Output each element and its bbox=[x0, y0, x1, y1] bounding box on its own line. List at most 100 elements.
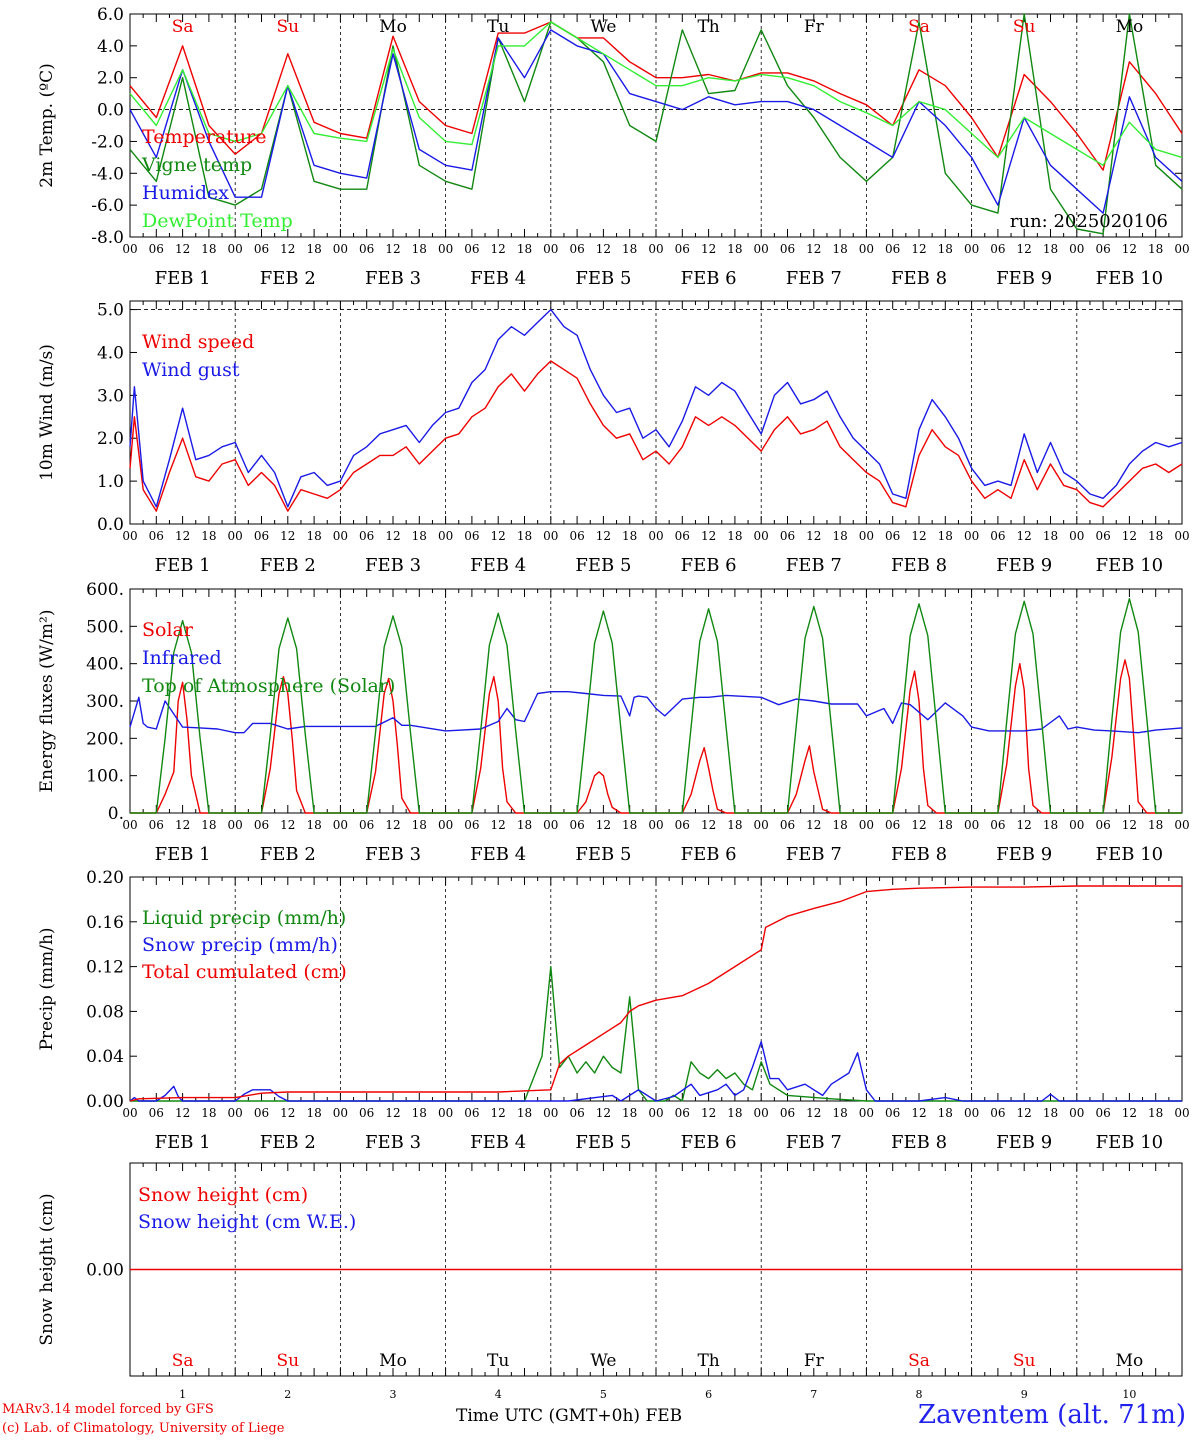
x-date-label: FEB 9 bbox=[996, 268, 1052, 289]
x-hour-label: 06 bbox=[464, 242, 479, 256]
x-date-label: FEB 3 bbox=[365, 1132, 421, 1153]
x-date-label: FEB 10 bbox=[1096, 1132, 1163, 1153]
x-hour-label: 12 bbox=[385, 818, 400, 832]
x-date-label: FEB 7 bbox=[786, 844, 842, 865]
x-hour-label: 00 bbox=[754, 529, 769, 543]
series-line-temperature bbox=[129, 21, 1183, 171]
x-hour-label: 00 bbox=[754, 242, 769, 256]
x-hour-label: 00 bbox=[228, 818, 243, 832]
x-hour-label: 06 bbox=[1095, 529, 1110, 543]
x-hour-label: 00 bbox=[859, 1106, 874, 1120]
x-hour-label: 18 bbox=[938, 818, 953, 832]
day-number-label: 10 bbox=[1122, 1388, 1136, 1401]
x-hour-label: 12 bbox=[175, 242, 190, 256]
x-hour-label: 18 bbox=[1043, 818, 1058, 832]
x-hour-label: 12 bbox=[1122, 818, 1137, 832]
x-hour-label: 06 bbox=[464, 529, 479, 543]
x-hour-label: 06 bbox=[990, 242, 1005, 256]
x-hour-label: 00 bbox=[333, 818, 348, 832]
x-hour-label: 00 bbox=[1069, 242, 1084, 256]
x-hour-label: 00 bbox=[122, 818, 137, 832]
day-name-label: Sa bbox=[908, 1351, 930, 1371]
x-hour-label: 06 bbox=[1095, 1106, 1110, 1120]
y-tick-label: 300. bbox=[86, 692, 124, 712]
legend-entry: Wind gust bbox=[142, 359, 240, 381]
x-hour-label: 18 bbox=[1148, 529, 1163, 543]
x-hour-label: 18 bbox=[622, 818, 637, 832]
panel-4: 0.00 0.04 0.08 0.12 0.16 0.20 Precip (mm/h) 00 0… bbox=[37, 868, 1190, 1153]
x-hour-label: 06 bbox=[885, 242, 900, 256]
day-number-label: 5 bbox=[600, 1388, 607, 1401]
y-tick-label: 2.0 bbox=[97, 429, 124, 449]
x-hour-label: 18 bbox=[832, 242, 847, 256]
x-hour-label: 12 bbox=[1017, 818, 1032, 832]
day-name-label: Sa bbox=[172, 1351, 194, 1371]
x-hour-label: 12 bbox=[280, 242, 295, 256]
x-hour-label: 00 bbox=[964, 1106, 979, 1120]
x-hour-label: 18 bbox=[727, 529, 742, 543]
day-name-label: We bbox=[590, 1351, 616, 1371]
day-name-label: Su bbox=[276, 1351, 299, 1371]
x-hour-label: 00 bbox=[754, 1106, 769, 1120]
x-hour-label: 00 bbox=[228, 529, 243, 543]
y-tick-label: 3.0 bbox=[97, 386, 124, 406]
x-hour-label: 00 bbox=[648, 242, 663, 256]
x-hour-label: 18 bbox=[1043, 529, 1058, 543]
day-name-label: Sa bbox=[172, 17, 194, 37]
x-date-label: FEB 10 bbox=[1096, 844, 1163, 865]
x-date-label: FEB 1 bbox=[155, 555, 211, 576]
x-hour-label: 18 bbox=[727, 818, 742, 832]
x-hour-label: 18 bbox=[306, 818, 321, 832]
x-date-label: FEB 5 bbox=[575, 555, 631, 576]
x-hour-label: 18 bbox=[201, 242, 216, 256]
day-number-label: 7 bbox=[810, 1388, 817, 1401]
series-line-liquid-precip-mm-h- bbox=[130, 965, 1182, 1102]
x-hour-label: 00 bbox=[228, 242, 243, 256]
x-axis-label: Time UTC (GMT+0h) FEB bbox=[456, 1406, 683, 1426]
x-hour-label: 18 bbox=[517, 529, 532, 543]
x-hour-label: 06 bbox=[675, 1106, 690, 1120]
x-hour-label: 18 bbox=[517, 242, 532, 256]
x-hour-label: 00 bbox=[543, 1106, 558, 1120]
x-hour-label: 12 bbox=[175, 1106, 190, 1120]
x-hour-label: 00 bbox=[648, 529, 663, 543]
day-name-label: Mo bbox=[1116, 17, 1144, 37]
x-hour-label: 06 bbox=[1095, 818, 1110, 832]
day-number-label: 4 bbox=[495, 1388, 502, 1401]
x-hour-label: 12 bbox=[491, 242, 506, 256]
plot-frame bbox=[129, 13, 1183, 238]
model-credit: MARv3.14 model forced by GFS bbox=[2, 1402, 214, 1417]
y-axis-label: Snow height (cm) bbox=[37, 1193, 57, 1345]
x-date-label: FEB 4 bbox=[470, 268, 526, 289]
y-tick-label: 100. bbox=[86, 767, 124, 787]
panel-3: 0. 100. 200. 300. 400. 500. 600. Energy fluxes … bbox=[37, 580, 1190, 865]
legend-entry: DewPoint Temp bbox=[142, 210, 293, 232]
x-date-label: FEB 8 bbox=[891, 268, 947, 289]
y-axis-label: 2m Temp. (ºC) bbox=[37, 63, 57, 188]
day-name-label: Su bbox=[276, 17, 299, 37]
x-hour-label: 18 bbox=[727, 1106, 742, 1120]
x-date-label: FEB 6 bbox=[681, 268, 737, 289]
x-hour-label: 12 bbox=[596, 1106, 611, 1120]
x-hour-label: 12 bbox=[911, 529, 926, 543]
y-tick-label: -8.0 bbox=[91, 228, 124, 248]
x-hour-label: 06 bbox=[990, 529, 1005, 543]
x-hour-label: 00 bbox=[122, 242, 137, 256]
x-hour-label: 00 bbox=[543, 818, 558, 832]
y-tick-label: 0. bbox=[108, 804, 124, 824]
x-hour-label: 00 bbox=[1174, 818, 1189, 832]
legend-entry: Humidex bbox=[142, 182, 229, 204]
x-hour-label: 18 bbox=[938, 242, 953, 256]
x-hour-label: 00 bbox=[438, 818, 453, 832]
x-hour-label: 12 bbox=[280, 529, 295, 543]
day-number-label: 2 bbox=[284, 1388, 291, 1401]
x-hour-label: 00 bbox=[648, 818, 663, 832]
series-line-infrared bbox=[129, 691, 1183, 734]
x-hour-label: 00 bbox=[333, 1106, 348, 1120]
x-hour-label: 12 bbox=[1122, 242, 1137, 256]
x-date-label: FEB 8 bbox=[891, 555, 947, 576]
day-name-label: Sa bbox=[908, 17, 930, 37]
plot-frame bbox=[129, 300, 1183, 525]
x-date-label: FEB 2 bbox=[260, 1132, 316, 1153]
